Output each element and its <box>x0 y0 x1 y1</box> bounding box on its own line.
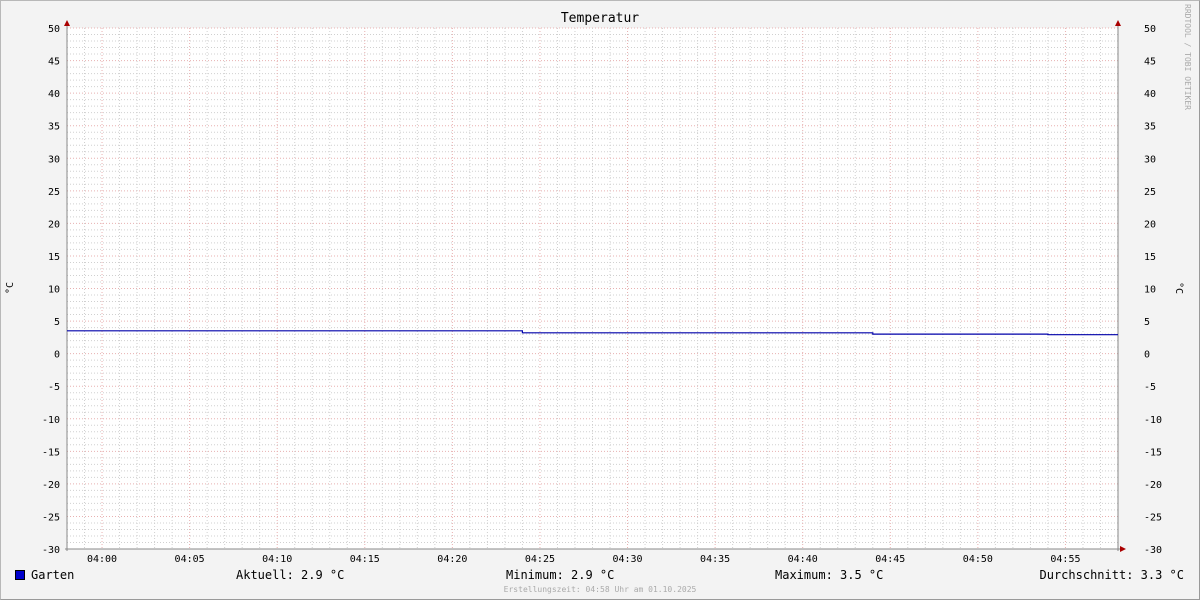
y-tick-label-right: -25 <box>1144 512 1162 523</box>
x-tick-label: 04:25 <box>525 554 555 565</box>
legend-current: Aktuell: 2.9 °C <box>236 568 345 582</box>
x-tick-label: 04:00 <box>87 554 117 565</box>
axis-arrow-icon <box>1115 20 1121 26</box>
y-tick-label-right: 10 <box>1144 285 1156 296</box>
y-axis-label-left: °C <box>5 282 16 294</box>
y-tick-label-left: -25 <box>42 512 60 523</box>
x-tick-label: 04:50 <box>963 554 993 565</box>
y-tick-label-left: -30 <box>42 545 60 556</box>
legend-minimum: Minimum: 2.9 °C <box>506 568 615 582</box>
y-tick-label-left: -5 <box>48 382 60 393</box>
x-tick-label: 04:40 <box>788 554 818 565</box>
x-tick-label: 04:55 <box>1050 554 1080 565</box>
y-tick-label-left: -10 <box>42 415 60 426</box>
x-tick-label: 04:05 <box>175 554 205 565</box>
legend-item-garten: Garten <box>15 568 74 582</box>
y-tick-label-left: 20 <box>48 219 60 230</box>
y-tick-label-right: 15 <box>1144 252 1156 263</box>
y-tick-label-right: 30 <box>1144 154 1156 165</box>
y-tick-label-right: -15 <box>1144 447 1162 458</box>
y-tick-label-left: 10 <box>48 285 60 296</box>
x-tick-label: 04:30 <box>612 554 642 565</box>
y-tick-label-right: 5 <box>1144 317 1150 328</box>
y-tick-label-left: 5 <box>54 317 60 328</box>
y-tick-label-left: 0 <box>54 350 60 361</box>
x-tick-label: 04:35 <box>700 554 730 565</box>
y-tick-label-right: 40 <box>1144 89 1156 100</box>
legend-maximum: Maximum: 3.5 °C <box>775 568 884 582</box>
y-tick-label-right: 20 <box>1144 219 1156 230</box>
legend-average: Durchschnitt: 3.3 °C <box>1039 568 1185 582</box>
axis-arrow-icon <box>1120 546 1126 552</box>
y-tick-label-right: -10 <box>1144 415 1162 426</box>
y-tick-label-left: -20 <box>42 480 60 491</box>
y-tick-label-right: 50 <box>1144 24 1156 35</box>
footer-timestamp: Erstellungszeit: 04:58 Uhr am 01.10.2025 <box>503 585 697 594</box>
y-tick-label-left: 40 <box>48 89 60 100</box>
y-tick-label-left: 50 <box>48 24 60 35</box>
chart-title: Temperatur <box>560 11 640 26</box>
legend-series-name: Garten <box>31 568 75 582</box>
x-tick-label: 04:10 <box>262 554 292 565</box>
y-tick-label-left: 15 <box>48 252 60 263</box>
y-tick-label-right: 35 <box>1144 122 1156 133</box>
legend-swatch <box>15 570 25 580</box>
series-line-garten <box>67 330 1118 336</box>
y-tick-label-right: 0 <box>1144 350 1150 361</box>
x-tick-label: 04:45 <box>875 554 905 565</box>
watermark: RRDTOOL / TOBI OETIKER <box>1183 4 1192 110</box>
y-axis-label-right: °C <box>1173 282 1184 294</box>
y-tick-label-right: 25 <box>1144 187 1156 198</box>
y-tick-label-right: -20 <box>1144 480 1162 491</box>
x-tick-label: 04:15 <box>350 554 380 565</box>
x-tick-label: 04:20 <box>437 554 467 565</box>
y-tick-label-left: -15 <box>42 447 60 458</box>
y-tick-label-right: -30 <box>1144 545 1162 556</box>
y-tick-label-left: 25 <box>48 187 60 198</box>
y-tick-label-left: 35 <box>48 122 60 133</box>
y-tick-label-right: -5 <box>1144 382 1156 393</box>
y-tick-label-left: 30 <box>48 154 60 165</box>
y-tick-label-right: 45 <box>1144 57 1156 68</box>
axis-arrow-icon <box>64 20 70 26</box>
y-tick-label-left: 45 <box>48 57 60 68</box>
